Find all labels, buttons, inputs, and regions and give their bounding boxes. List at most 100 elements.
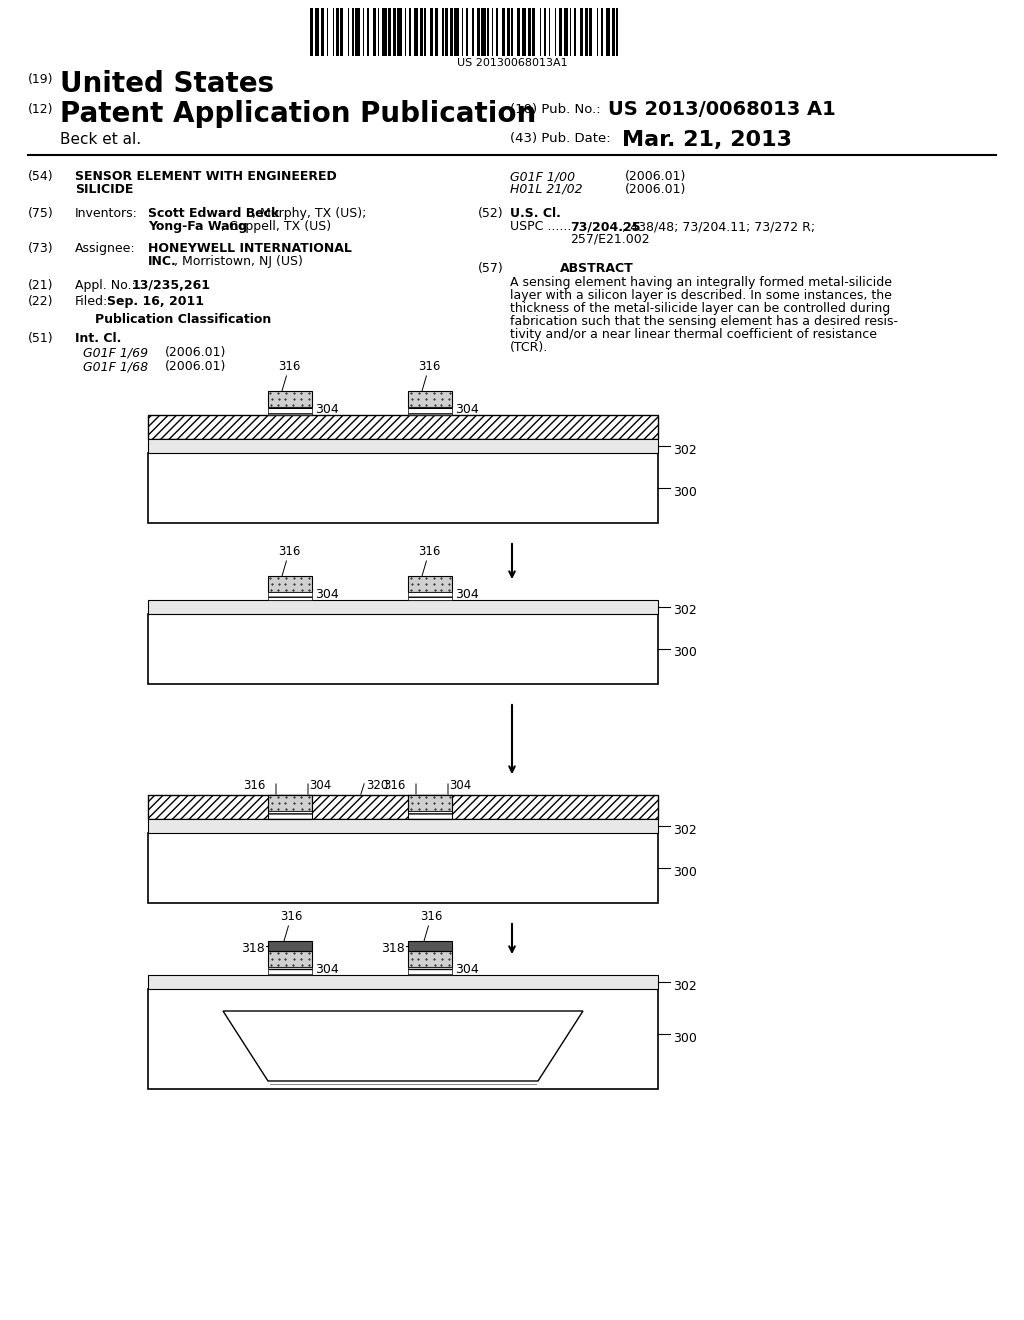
Text: 304: 304 <box>315 964 339 975</box>
Bar <box>148 414 658 440</box>
Text: 304: 304 <box>315 587 339 601</box>
Bar <box>321 8 324 55</box>
Bar <box>430 8 433 55</box>
Bar <box>314 8 319 55</box>
Text: Publication Classification: Publication Classification <box>95 313 271 326</box>
Bar <box>148 795 658 818</box>
Bar <box>148 453 658 523</box>
Bar <box>268 795 312 818</box>
Text: (51): (51) <box>28 333 53 345</box>
Text: 304: 304 <box>455 964 479 975</box>
Bar <box>404 8 406 55</box>
Bar <box>397 8 401 55</box>
Bar <box>408 795 452 810</box>
Bar <box>340 8 343 55</box>
Text: (19): (19) <box>28 73 53 86</box>
Text: 73/204.25: 73/204.25 <box>570 220 640 234</box>
Text: A sensing element having an integrally formed metal-silicide: A sensing element having an integrally f… <box>510 276 892 289</box>
Bar <box>268 950 312 968</box>
Text: 316: 316 <box>280 909 302 941</box>
Bar <box>420 8 423 55</box>
Text: 318: 318 <box>242 941 265 954</box>
Text: Beck et al.: Beck et al. <box>60 132 141 147</box>
Bar <box>268 407 312 414</box>
Text: 304: 304 <box>309 779 331 792</box>
Bar <box>408 795 452 818</box>
Bar <box>392 8 395 55</box>
Bar <box>597 8 598 55</box>
Polygon shape <box>223 1011 583 1081</box>
Bar <box>327 8 328 55</box>
Bar <box>388 8 391 55</box>
Text: SILICIDE: SILICIDE <box>75 183 133 195</box>
Bar <box>442 8 443 55</box>
Bar <box>487 8 488 55</box>
Bar <box>462 8 463 55</box>
Bar <box>511 8 512 55</box>
Bar <box>268 810 312 818</box>
Text: Filed:: Filed: <box>75 294 109 308</box>
Text: Inventors:: Inventors: <box>75 207 138 220</box>
Bar <box>347 8 349 55</box>
Bar <box>367 8 369 55</box>
Bar <box>408 576 452 591</box>
Bar <box>481 8 485 55</box>
Bar <box>527 8 530 55</box>
Text: 302: 302 <box>673 979 696 993</box>
Bar <box>408 391 452 407</box>
Bar <box>409 8 411 55</box>
Text: 316: 316 <box>420 909 442 941</box>
Bar <box>148 601 658 614</box>
Text: tivity and/or a near linear thermal coefficient of resistance: tivity and/or a near linear thermal coef… <box>510 327 877 341</box>
Text: 300: 300 <box>673 866 697 879</box>
Text: Patent Application Publication: Patent Application Publication <box>60 100 537 128</box>
Text: 300: 300 <box>673 486 697 499</box>
Bar <box>148 440 658 453</box>
Text: , Morristown, NJ (US): , Morristown, NJ (US) <box>174 255 303 268</box>
Text: Int. Cl.: Int. Cl. <box>75 333 122 345</box>
Bar <box>466 8 468 55</box>
Text: SENSOR ELEMENT WITH ENGINEERED: SENSOR ELEMENT WITH ENGINEERED <box>75 170 337 183</box>
Bar <box>605 8 610 55</box>
Bar <box>408 591 452 601</box>
Bar <box>268 968 312 975</box>
Bar <box>408 950 452 968</box>
Text: 304: 304 <box>449 779 471 792</box>
Text: (2006.01): (2006.01) <box>625 170 686 183</box>
Text: ABSTRACT: ABSTRACT <box>560 261 634 275</box>
Text: (2006.01): (2006.01) <box>165 346 226 359</box>
Bar <box>611 8 614 55</box>
Text: 302: 302 <box>673 605 696 618</box>
Text: 300: 300 <box>673 1031 697 1044</box>
Text: 316: 316 <box>244 779 266 792</box>
Bar <box>507 8 510 55</box>
Bar <box>268 795 312 810</box>
Bar <box>454 8 459 55</box>
Text: Mar. 21, 2013: Mar. 21, 2013 <box>622 129 792 150</box>
Text: 304: 304 <box>455 403 479 416</box>
Bar <box>355 8 359 55</box>
Text: INC.: INC. <box>148 255 177 268</box>
Text: (21): (21) <box>28 279 53 292</box>
Bar <box>148 989 658 1089</box>
Bar <box>268 591 312 601</box>
Bar <box>148 975 658 989</box>
Text: fabrication such that the sensing element has a desired resis-: fabrication such that the sensing elemen… <box>510 315 898 327</box>
Bar <box>268 795 312 810</box>
Text: (22): (22) <box>28 294 53 308</box>
Text: 320: 320 <box>366 779 388 792</box>
Bar <box>408 795 452 810</box>
Bar <box>589 8 592 55</box>
Text: (54): (54) <box>28 170 53 183</box>
Text: 316: 316 <box>278 360 300 391</box>
Bar <box>382 8 386 55</box>
Text: Assignee:: Assignee: <box>75 242 135 255</box>
Bar <box>544 8 546 55</box>
Bar <box>502 8 505 55</box>
Bar <box>492 8 493 55</box>
Bar <box>362 8 364 55</box>
Text: United States: United States <box>60 70 274 98</box>
Text: 316: 316 <box>278 545 300 576</box>
Text: U.S. Cl.: U.S. Cl. <box>510 207 561 220</box>
Text: 316: 316 <box>418 545 440 576</box>
